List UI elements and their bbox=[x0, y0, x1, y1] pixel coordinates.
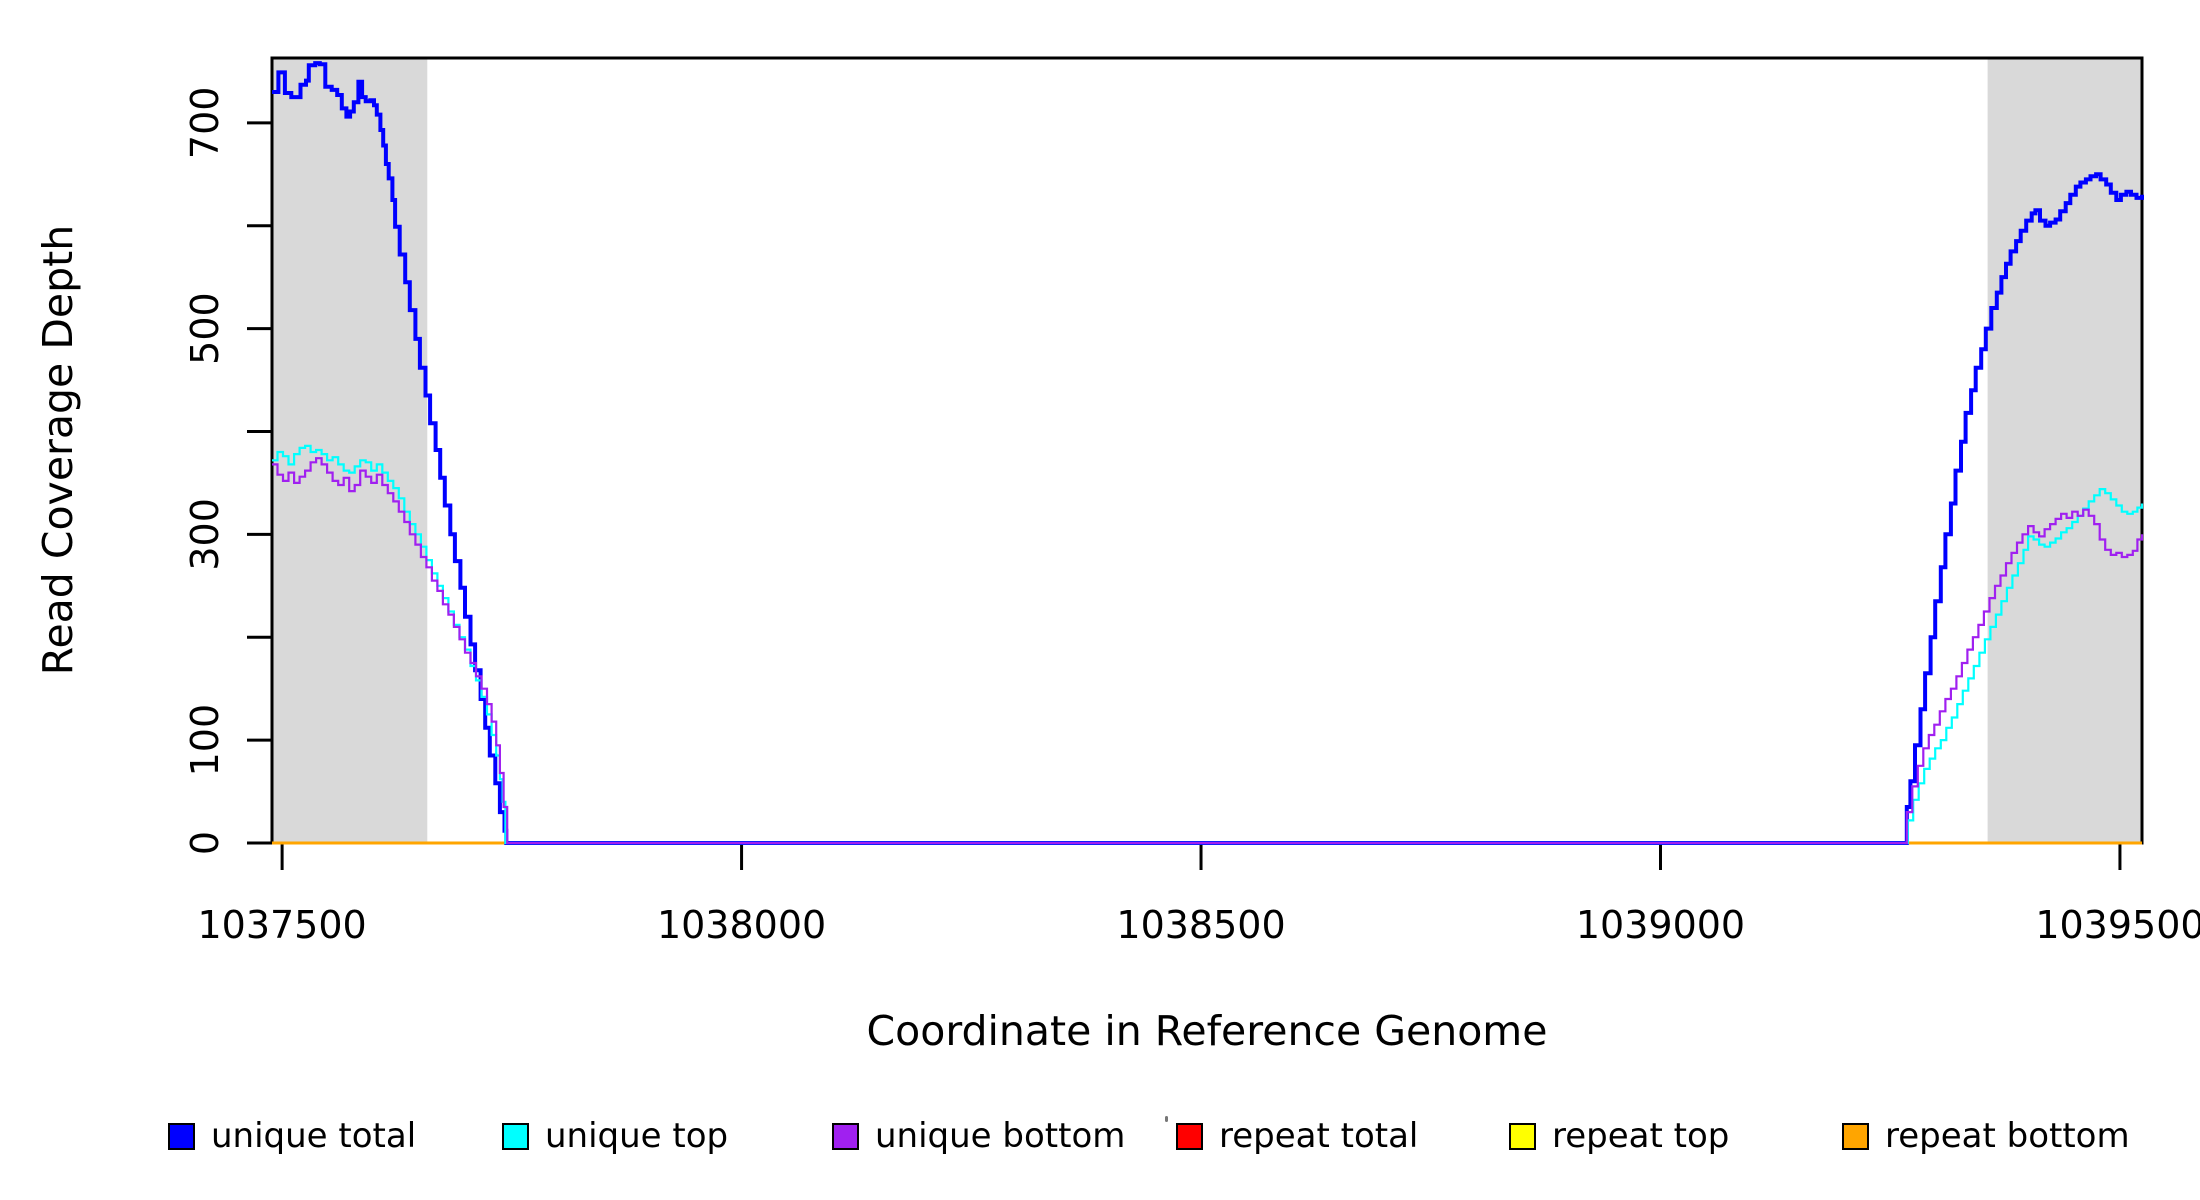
legend-item-repeat-total: repeat total bbox=[1176, 1112, 1418, 1160]
legend-item-unique-top: unique top bbox=[502, 1112, 728, 1160]
legend-label-unique-top: unique top bbox=[545, 1116, 729, 1156]
y-tick-label: 300 bbox=[183, 498, 227, 571]
repeat-region-shade bbox=[272, 58, 428, 843]
x-tick-label: 1037500 bbox=[197, 903, 366, 947]
legend-label-repeat-bottom: repeat bottom bbox=[1885, 1116, 2130, 1156]
y-tick-label: 700 bbox=[183, 87, 227, 160]
plot-border bbox=[270, 56, 2144, 845]
series-line-unique-top bbox=[272, 444, 2144, 845]
legend-swatch-unique-top bbox=[502, 1122, 529, 1150]
y-tick-label: 0 bbox=[183, 831, 227, 855]
x-axis-title: Coordinate in Reference Genome bbox=[867, 1007, 1548, 1055]
legend-label-repeat-total: repeat total bbox=[1219, 1116, 1419, 1156]
legend-swatch-unique-total bbox=[168, 1122, 195, 1150]
legend-label-unique-bottom: unique bottom bbox=[875, 1116, 1126, 1156]
y-axis-title: Read Coverage Depth bbox=[34, 225, 82, 675]
legend-item-unique-bottom: unique bottom bbox=[832, 1112, 1125, 1160]
coverage-plot: 1037500 1038000 1038500 1039000 1039500 0 100 3… bbox=[34, 56, 2200, 1055]
y-tick-label: 100 bbox=[183, 704, 227, 777]
legend: unique total unique top unique bottom re… bbox=[0, 1112, 2200, 1164]
legend-swatch-repeat-total bbox=[1176, 1122, 1203, 1150]
y-tick-label: 500 bbox=[183, 292, 227, 365]
legend-swatch-repeat-bottom bbox=[1842, 1122, 1869, 1150]
x-tick-label: 1038000 bbox=[657, 903, 826, 947]
x-tick-label: 1038500 bbox=[1116, 903, 1285, 947]
repeat-region-shade bbox=[1987, 58, 2142, 843]
x-tick-label: 1039000 bbox=[1576, 903, 1745, 947]
legend-swatch-unique-bottom bbox=[832, 1122, 859, 1150]
legend-item-repeat-bottom: repeat bottom bbox=[1842, 1112, 2130, 1160]
legend-item-unique-total: unique total bbox=[168, 1112, 416, 1160]
series-line-unique-total bbox=[272, 61, 2144, 845]
stray-mark bbox=[1165, 1116, 1168, 1122]
legend-swatch-repeat-top bbox=[1509, 1122, 1536, 1150]
legend-item-repeat-top: repeat top bbox=[1509, 1112, 1729, 1160]
series-line-unique-bottom bbox=[272, 457, 2144, 845]
legend-label-repeat-top: repeat top bbox=[1552, 1116, 1730, 1156]
x-tick-label: 1039500 bbox=[2035, 903, 2200, 947]
legend-label-unique-total: unique total bbox=[211, 1116, 417, 1156]
